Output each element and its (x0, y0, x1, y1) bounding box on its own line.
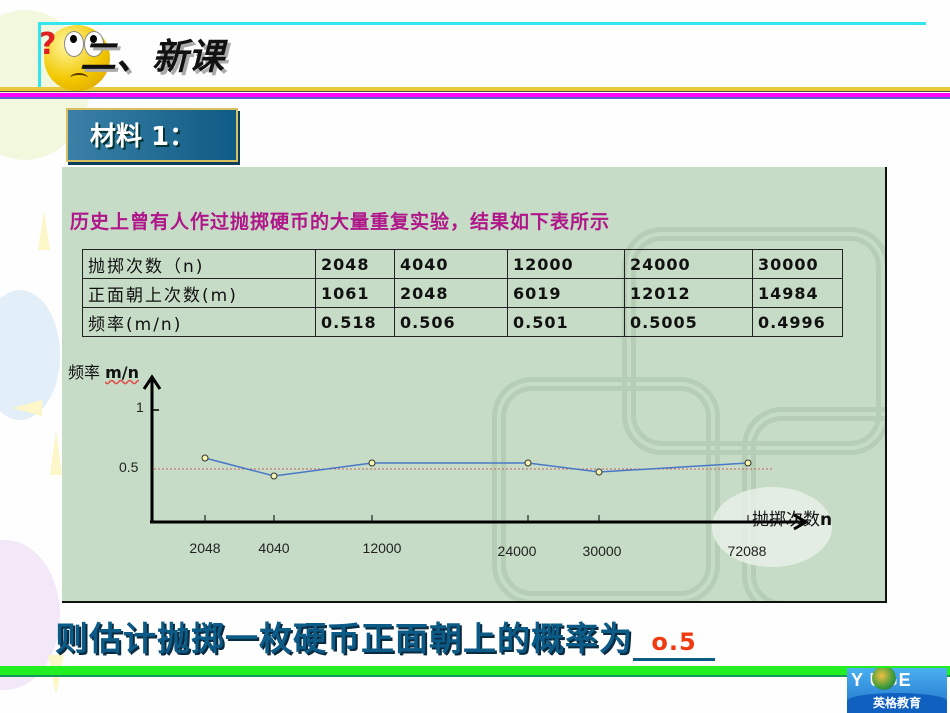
material-label: 材料 1： (66, 108, 238, 162)
frequency-chart: 频率 m/n 1 0.5 2048 4040 12000 24000 30000 7208… (62, 347, 885, 601)
title-frame (38, 22, 926, 92)
data-point-marker (201, 454, 209, 462)
table-cell: 0.4996 (752, 307, 843, 337)
table-cell: 6019 (507, 278, 625, 308)
y-axis-label-cn: 频率 (68, 363, 101, 382)
experiment-table: 抛掷次数（n) 2048 4040 12000 24000 30000 正面朝上… (82, 249, 843, 337)
content-panel: 历史上曾有人作过抛掷硬币的大量重复实验，结果如下表所示 抛掷次数（n) 2048… (62, 167, 887, 603)
background-pattern (492, 377, 720, 601)
table-cell: 30000 (752, 249, 843, 279)
table-cell: 2048 (394, 278, 508, 308)
x-tick-label: 4040 (258, 540, 290, 556)
data-point-marker (368, 459, 376, 467)
x-axis-label-en: n (820, 510, 833, 530)
divider (0, 91, 950, 92)
background-decoration (12, 400, 42, 416)
divider (0, 97, 950, 99)
table-cell: 2048 (315, 249, 395, 279)
y-tick-label: 0.5 (119, 459, 139, 475)
page-title: 二、新课 (80, 36, 225, 78)
yuge-logo: Y UGE 英格教育 (847, 668, 947, 713)
beast-decoration (712, 487, 832, 567)
table-cell: 12000 (507, 249, 625, 279)
table-cell: 0.506 (394, 307, 508, 337)
x-tick-label: 2048 (189, 540, 221, 556)
table-row: 正面朝上次数(m) 1061 2048 6019 12012 14984 (82, 278, 843, 308)
question-mark-icon: ? (39, 27, 57, 62)
answer-sentence: 则估计抛掷一枚硬币正面朝上的概率为 o.5 (55, 612, 715, 661)
x-axis-label-cn: 抛掷次数 (752, 510, 820, 530)
confused-smiley-icon (44, 25, 110, 91)
background-decoration (38, 210, 50, 250)
answer-question: 则估计抛掷一枚硬币正面朝上的概率为 (55, 619, 633, 658)
data-point-marker (744, 459, 752, 467)
data-point-marker (270, 472, 278, 480)
x-tick-label: 12000 (362, 540, 402, 556)
background-decoration (50, 430, 62, 475)
table-cell: 1061 (315, 278, 395, 308)
table-row: 频率(m/n) 0.518 0.506 0.501 0.5005 0.4996 (82, 307, 843, 337)
row-header: 正面朝上次数(m) (82, 278, 316, 308)
divider (0, 666, 950, 677)
divider (0, 93, 950, 97)
table-cell: 12012 (624, 278, 753, 308)
y-tick-label: 1 (136, 399, 144, 415)
divider (0, 87, 950, 91)
table-cell: 0.518 (315, 307, 395, 337)
table-cell: 24000 (624, 249, 753, 279)
globe-icon (872, 668, 896, 690)
y-axis-label-en: m/n (105, 363, 140, 382)
plot-area (142, 374, 809, 531)
y-axis-label: 频率 m/n (68, 359, 139, 383)
table-cell: 0.501 (507, 307, 625, 337)
table-cell: 4040 (394, 249, 508, 279)
answer-blank: o.5 (633, 628, 715, 661)
x-axis-label: 抛掷次数n (752, 505, 832, 530)
x-tick-label: 24000 (497, 543, 537, 559)
table-row: 抛掷次数（n) 2048 4040 12000 24000 30000 (82, 249, 843, 279)
table-cell: 0.5005 (624, 307, 753, 337)
data-point-marker (524, 459, 532, 467)
intro-text: 历史上曾有人作过抛掷硬币的大量重复实验，结果如下表所示 (70, 211, 611, 233)
row-header: 抛掷次数（n) (82, 249, 316, 279)
x-tick-label: 72088 (727, 543, 767, 559)
row-header: 频率(m/n) (82, 307, 316, 337)
x-tick-label: 30000 (582, 543, 622, 559)
data-point-marker (595, 468, 603, 476)
logo-subtitle: 英格教育 (847, 693, 947, 713)
table-cell: 14984 (752, 278, 843, 308)
